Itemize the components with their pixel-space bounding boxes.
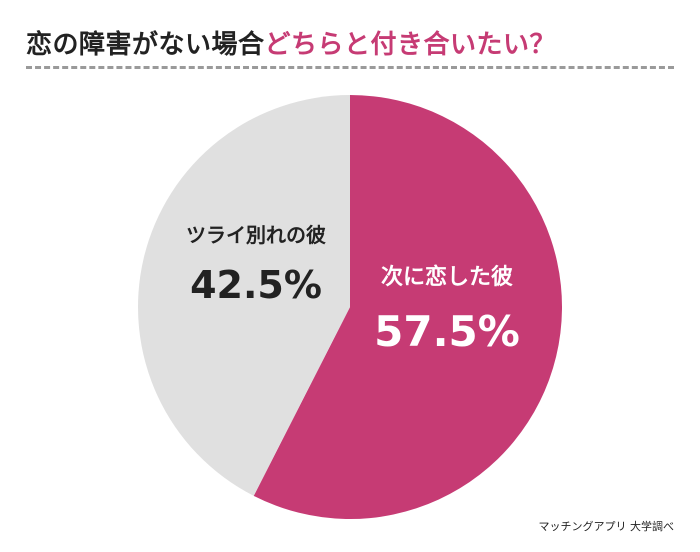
title-prefix: 恋の障害がない場合: [26, 30, 265, 60]
source-note: マッチングアプリ 大学調べ: [538, 520, 675, 533]
pie-slice-next-love: [253, 95, 563, 519]
chart-title: 恋の障害がない場合どちらと付き合いたい？: [26, 24, 556, 61]
slice-label-next-love: 次に恋した彼: [381, 264, 513, 290]
pie-slice-painful-breakup: [138, 95, 350, 496]
slice-label-painful-breakup: ツライ別れの彼: [186, 223, 326, 247]
slice-value-painful-breakup: 42.5%: [190, 263, 322, 307]
title-accent: どちらと付き合いたい？: [264, 30, 557, 60]
slice-value-next-love: 57.5%: [374, 307, 520, 356]
title-divider: [26, 66, 674, 69]
